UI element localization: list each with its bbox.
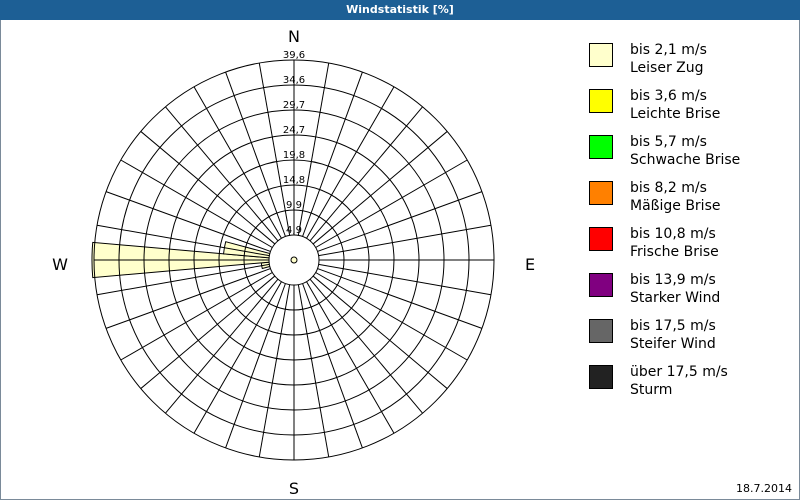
grid-spoke <box>315 272 468 361</box>
legend-range: bis 13,9 m/s <box>630 272 716 288</box>
legend-text: bis 8,2 m/s Mäßige Brise <box>630 179 720 215</box>
grid-spoke <box>258 62 291 236</box>
legend-text: bis 2,1 m/s Leiser Zug <box>630 41 707 77</box>
grid-spoke <box>306 281 395 434</box>
compass-label-east: E <box>525 255 535 274</box>
legend-class-name: Steifer Wind <box>630 336 716 352</box>
grid-spoke <box>306 86 395 239</box>
grid-spoke <box>309 278 423 414</box>
legend-class-name: Leiser Zug <box>630 60 704 76</box>
grid-spoke <box>165 278 279 414</box>
legend-range: bis 3,6 m/s <box>630 88 707 104</box>
legend-swatch <box>589 365 613 389</box>
legend-swatch <box>589 135 613 159</box>
compass-label-south: S <box>289 479 299 498</box>
grid-spoke <box>225 71 286 237</box>
compass-label-west: W <box>52 255 68 274</box>
grid-spoke <box>165 106 279 242</box>
radial-tick-label: 39,6 <box>283 50 305 61</box>
grid-spoke <box>318 263 492 296</box>
radial-tick-label: 14,8 <box>283 175 305 186</box>
grid-spoke <box>96 263 270 296</box>
grid-spoke <box>140 131 276 245</box>
radial-tick-label: 24,7 <box>283 125 305 136</box>
legend-swatch <box>589 43 613 67</box>
grid-spoke <box>120 272 273 361</box>
legend-text: über 17,5 m/s Sturm <box>630 363 728 399</box>
radial-tick-label: 4,9 <box>286 225 302 236</box>
legend-text: bis 3,6 m/s Leichte Brise <box>630 87 720 123</box>
legend-class-name: Mäßige Brise <box>630 198 721 214</box>
grid-spoke <box>140 275 276 389</box>
grid-spoke <box>317 191 483 252</box>
radial-tick-label: 19,8 <box>283 150 305 161</box>
legend-class-name: Sturm <box>630 382 673 398</box>
legend-text: bis 13,9 m/s Starker Wind <box>630 271 720 307</box>
legend-range: bis 8,2 m/s <box>630 180 707 196</box>
legend-range: bis 17,5 m/s <box>630 318 716 334</box>
grid-spoke <box>315 159 468 248</box>
grid-spoke <box>302 283 363 449</box>
grid-spoke <box>225 283 286 449</box>
radial-tick-label: 34,6 <box>283 75 305 86</box>
legend-range: bis 5,7 m/s <box>630 134 707 150</box>
grid-spoke <box>105 191 271 252</box>
legend-class-name: Leichte Brise <box>630 106 721 122</box>
grid-spoke <box>96 224 270 257</box>
legend-swatch <box>589 319 613 343</box>
grid-spoke <box>258 284 291 458</box>
grid-spoke <box>312 275 448 389</box>
grid-spoke <box>302 71 363 237</box>
grid-spoke <box>318 224 492 257</box>
legend-text: bis 5,7 m/s Schwache Brise <box>630 133 740 169</box>
radial-tick-label: 9,9 <box>286 200 302 211</box>
compass-label-north: N <box>288 27 300 46</box>
legend-range: über 17,5 m/s <box>630 364 728 380</box>
legend-range: bis 10,8 m/s <box>630 226 716 242</box>
grid-spoke <box>317 268 483 329</box>
grid-spoke <box>297 62 330 236</box>
legend-class-name: Starker Wind <box>630 290 721 306</box>
radial-tick-label: 29,7 <box>283 100 305 111</box>
center-marker <box>290 256 298 264</box>
legend-text: bis 17,5 m/s Steifer Wind <box>630 317 716 353</box>
title-bar: Windstatistik [%] <box>0 0 800 20</box>
grid-spoke <box>193 281 282 434</box>
legend-swatch <box>589 227 613 251</box>
grid-spoke <box>312 131 448 245</box>
legend-range: bis 2,1 m/s <box>630 42 707 58</box>
grid-spoke <box>193 86 282 239</box>
date-label: 18.7.2014 <box>736 482 792 495</box>
grid-spoke <box>105 268 271 329</box>
legend-swatch <box>589 181 613 205</box>
legend-text: bis 10,8 m/s Frische Brise <box>630 225 719 261</box>
legend-swatch <box>589 273 613 297</box>
grid-spoke <box>120 159 273 248</box>
grid-spoke <box>297 284 330 458</box>
legend-class-name: Frische Brise <box>630 244 719 260</box>
grid-spoke <box>309 106 423 242</box>
legend-class-name: Schwache Brise <box>630 152 741 168</box>
legend-swatch <box>589 89 613 113</box>
